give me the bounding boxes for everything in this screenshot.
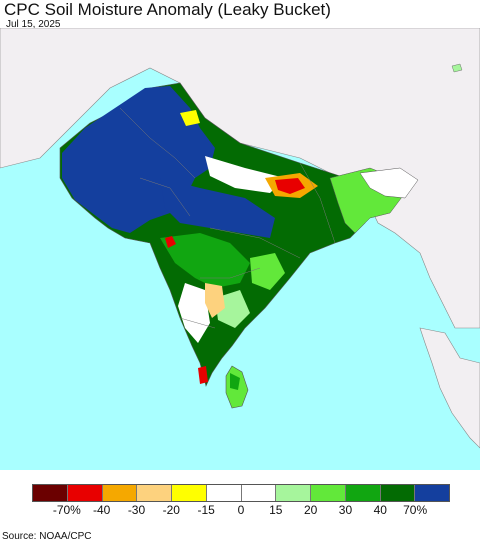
legend-swatch xyxy=(415,485,449,501)
legend-label: -20 xyxy=(162,503,180,517)
legend-label: -70% xyxy=(52,503,81,517)
legend-swatch xyxy=(67,485,103,501)
legend-label: -15 xyxy=(197,503,215,517)
northeast-white xyxy=(359,167,419,199)
legend-swatch xyxy=(241,485,277,501)
wet-region-central xyxy=(160,178,275,238)
dry-patch-north-yellow xyxy=(180,110,200,126)
soil-moisture-map xyxy=(0,28,480,470)
legend-label: 20 xyxy=(303,503,318,517)
map-date: Jul 15, 2025 xyxy=(6,19,61,30)
internal-borders xyxy=(119,107,336,329)
legend-swatch xyxy=(137,485,172,501)
legend-swatch xyxy=(311,485,346,501)
green-patch-1 xyxy=(160,233,250,288)
dry-patch-kerala-red xyxy=(198,366,208,384)
legend-label: -40 xyxy=(92,503,111,517)
legend-swatch xyxy=(276,485,311,501)
legend-labels: -70% -40 -30 -20 -15 0 15 20 30 40 70% xyxy=(32,503,450,519)
legend-swatch xyxy=(345,485,381,501)
masked-land-southeast xyxy=(419,327,480,449)
legend-label: 15 xyxy=(269,503,283,517)
source-credit: Source: NOAA/CPC xyxy=(2,531,92,542)
map-title: CPC Soil Moisture Anomaly (Leaky Bucket) xyxy=(4,0,331,19)
legend-label: 0 xyxy=(237,503,245,517)
legend-swatch xyxy=(380,485,416,501)
legend-swatch xyxy=(33,485,68,501)
dry-patch-west-red xyxy=(165,236,176,248)
dry-patch-south-yellow xyxy=(205,283,225,318)
legend-label: 70% xyxy=(403,503,428,517)
legend-swatch xyxy=(172,485,207,501)
legend-label: 40 xyxy=(373,503,387,517)
legend-label: -30 xyxy=(127,503,146,517)
sri-lanka-wet xyxy=(230,373,240,390)
dry-patch-east-red xyxy=(275,178,305,194)
color-legend xyxy=(32,484,450,502)
legend-spacer xyxy=(32,503,49,519)
white-patch-north xyxy=(205,156,285,193)
white-patch-deccan xyxy=(178,283,210,343)
legend-spacer xyxy=(433,503,450,519)
legend-label: 30 xyxy=(338,503,353,517)
green-patch-2 xyxy=(250,253,285,290)
legend-swatch xyxy=(102,485,138,501)
small-island xyxy=(451,63,463,73)
legend-swatch xyxy=(206,485,242,501)
